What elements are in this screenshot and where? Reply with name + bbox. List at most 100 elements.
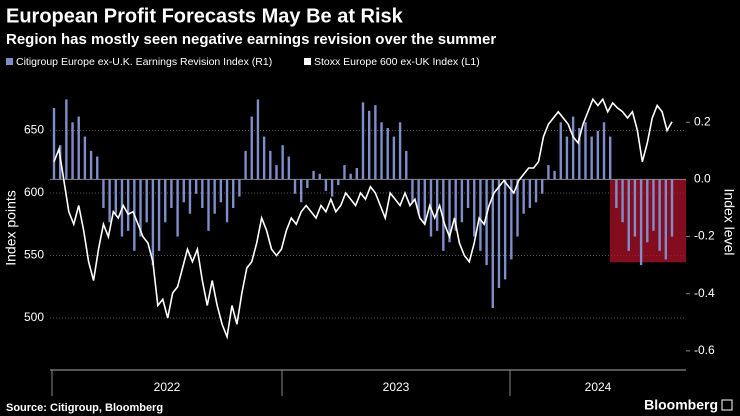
line bbox=[53, 97, 673, 340]
bar bbox=[670, 179, 674, 237]
legend-swatch bbox=[6, 58, 13, 65]
bar bbox=[349, 173, 352, 180]
bar bbox=[89, 150, 93, 180]
chart-subtitle: Region has mostly seen negative earnings… bbox=[6, 31, 496, 48]
bar bbox=[590, 136, 593, 180]
bar bbox=[355, 168, 359, 180]
bar bbox=[627, 179, 630, 251]
bar bbox=[633, 179, 637, 237]
bar bbox=[553, 170, 556, 180]
bar bbox=[77, 116, 80, 180]
bar bbox=[584, 122, 587, 180]
bar bbox=[201, 179, 204, 208]
y-axis-label: Index points bbox=[3, 190, 19, 266]
bar bbox=[207, 179, 210, 231]
bar bbox=[435, 179, 439, 231]
x-tick-label: 2023 bbox=[383, 380, 410, 394]
bar bbox=[386, 128, 389, 180]
bar bbox=[232, 179, 235, 208]
bar bbox=[312, 170, 315, 180]
source: Source: Citigroup, Bloomberg bbox=[6, 402, 163, 414]
bar bbox=[337, 179, 340, 186]
bar bbox=[639, 179, 643, 266]
bar bbox=[170, 179, 173, 208]
bar bbox=[318, 173, 321, 180]
y2-tick-label: 0.2 bbox=[694, 114, 711, 128]
bar bbox=[83, 136, 87, 180]
bar bbox=[367, 110, 371, 180]
bar bbox=[324, 179, 328, 191]
bar bbox=[176, 179, 179, 237]
bar bbox=[151, 179, 155, 266]
bar bbox=[417, 179, 420, 214]
y2-tick-label: -0.4 bbox=[694, 286, 715, 300]
chart-title: European Profit Forecasts May Be at Risk bbox=[6, 5, 404, 27]
x-tick-label: 2022 bbox=[154, 380, 181, 394]
bar bbox=[219, 179, 223, 203]
bar bbox=[534, 179, 538, 203]
bar bbox=[473, 179, 476, 237]
bar bbox=[565, 136, 569, 180]
bar bbox=[182, 179, 185, 203]
bar bbox=[541, 179, 544, 194]
legend-swatch bbox=[304, 58, 311, 65]
bar bbox=[52, 108, 56, 180]
legend-label: Stoxx Europe 600 ex-UK Index (L1) bbox=[314, 56, 480, 68]
bar bbox=[522, 179, 525, 214]
bar bbox=[571, 116, 575, 180]
bar bbox=[102, 179, 105, 208]
bar bbox=[293, 179, 297, 194]
bar bbox=[306, 179, 309, 188]
y-tick-label: 600 bbox=[24, 185, 44, 199]
bar bbox=[658, 179, 661, 251]
bar bbox=[392, 136, 396, 180]
bar bbox=[250, 116, 253, 180]
bar bbox=[256, 99, 260, 180]
bar bbox=[398, 122, 402, 180]
bar bbox=[442, 179, 445, 251]
bar bbox=[454, 179, 457, 231]
y-tick-label: 550 bbox=[24, 248, 44, 262]
y2-tick-label: 0.0 bbox=[694, 172, 711, 186]
bar bbox=[126, 179, 130, 231]
bar bbox=[65, 99, 68, 180]
bar bbox=[287, 156, 291, 180]
bar bbox=[460, 179, 464, 223]
bar bbox=[510, 179, 513, 260]
bar bbox=[503, 179, 507, 280]
bar bbox=[380, 122, 383, 180]
brand: Bloomberg bbox=[644, 397, 718, 413]
bar bbox=[578, 128, 581, 180]
bar bbox=[528, 179, 532, 208]
bar bbox=[281, 145, 284, 180]
y2-tick-label: -0.6 bbox=[694, 343, 715, 357]
bar bbox=[343, 165, 346, 180]
bar bbox=[491, 179, 494, 308]
bar bbox=[479, 179, 482, 251]
bar bbox=[423, 179, 426, 223]
bar bbox=[145, 179, 148, 223]
bar bbox=[213, 179, 216, 214]
brand-icon bbox=[721, 399, 733, 411]
bar bbox=[194, 179, 198, 194]
y2-tick-label: -0.2 bbox=[694, 229, 715, 243]
bar bbox=[330, 179, 334, 197]
bar bbox=[374, 105, 377, 180]
bar bbox=[262, 136, 266, 180]
bar bbox=[411, 179, 414, 203]
bar bbox=[164, 179, 167, 223]
x-tick-label: 2024 bbox=[585, 380, 612, 394]
bar bbox=[238, 179, 241, 197]
bar bbox=[405, 150, 408, 180]
bar bbox=[114, 179, 117, 214]
bar bbox=[466, 179, 470, 208]
bar bbox=[615, 179, 618, 208]
bar bbox=[58, 145, 62, 180]
y2-axis-label: Index level bbox=[721, 189, 737, 256]
bar bbox=[559, 122, 562, 180]
bar bbox=[269, 150, 272, 180]
bar bbox=[547, 165, 550, 180]
bar bbox=[300, 179, 303, 203]
bar bbox=[108, 179, 111, 223]
